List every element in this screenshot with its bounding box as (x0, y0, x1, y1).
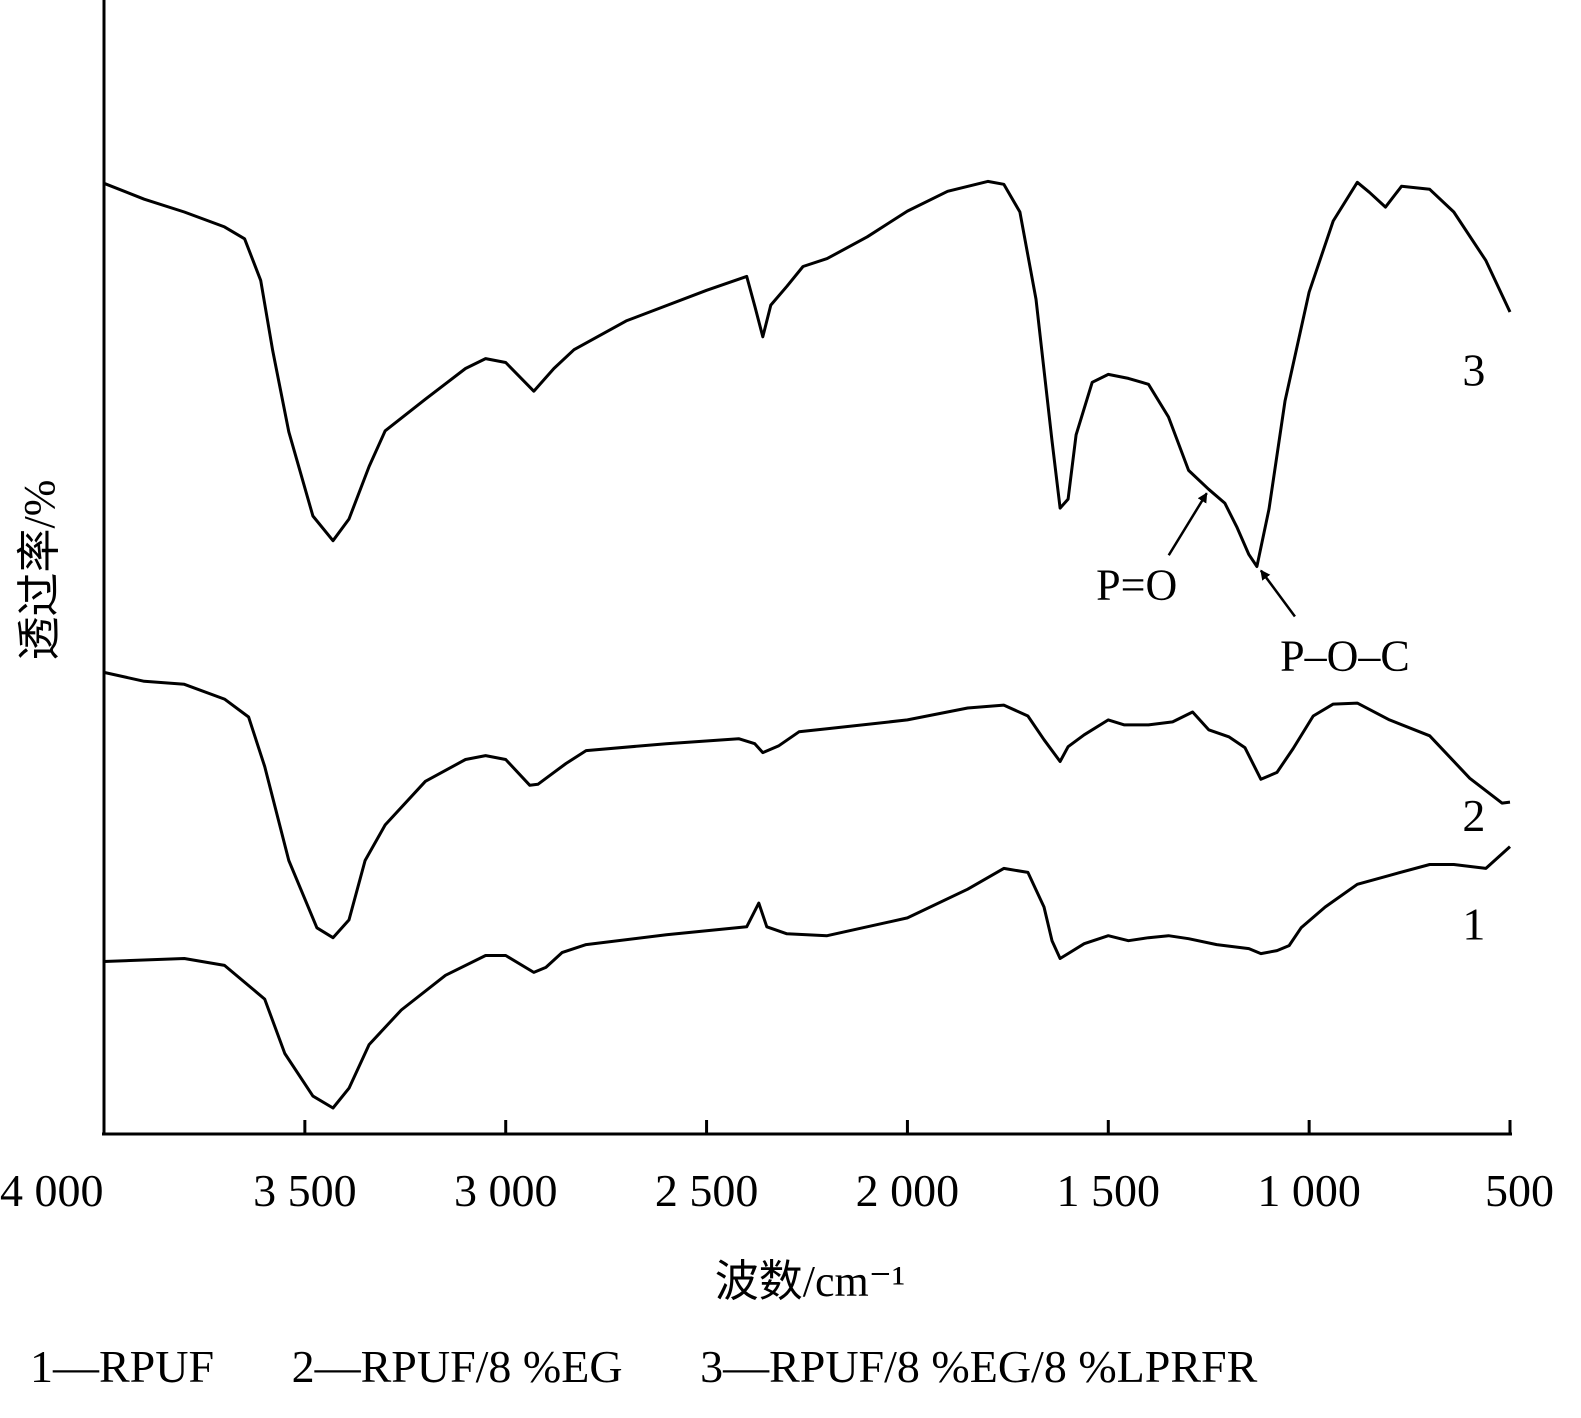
x-tick-label-1000: 1 000 (1257, 1165, 1361, 1216)
legend: 1—RPUF 2—RPUF/8 %EG 3—RPUF/8 %EG/8 %LPRF… (30, 1340, 1581, 1393)
x-tick-label-3000: 3 000 (454, 1165, 558, 1216)
series-line-2 (103, 670, 1511, 940)
legend-item-2: 2—RPUF/8 %EG (291, 1341, 623, 1392)
y-axis-title: 透过率/% (15, 480, 64, 661)
series-line-1 (103, 845, 1512, 1110)
series-tag-1: 1 (1462, 899, 1485, 950)
x-tick-label-2000: 2 000 (856, 1165, 960, 1216)
arrow-p-o-c (1259, 569, 1296, 618)
x-axis-tick-labels: 4 000 3 500 3 000 2 500 2 000 1 500 1 000 500 (0, 1165, 1554, 1216)
annotation-p-o: P=O (1096, 560, 1177, 609)
x-axis-ticks (102, 1120, 1512, 1134)
x-tick-label-3500: 3 500 (253, 1165, 357, 1216)
x-tick-label-1500: 1 500 (1057, 1165, 1161, 1216)
spectra (103, 179, 1512, 1110)
series-tags: 3 2 1 (1462, 344, 1485, 949)
series-line-3 (103, 179, 1512, 568)
series-tag-3: 3 (1462, 344, 1485, 395)
annotation-p-o-c: P–O–C (1280, 631, 1410, 680)
series-tag-2: 2 (1462, 790, 1485, 841)
x-tick-label-4000: 4 000 (0, 1165, 104, 1216)
x-tick-label-2500: 2 500 (655, 1165, 759, 1216)
peak-annotations: P=O P–O–C (1096, 492, 1410, 680)
arrow-p-o (1167, 492, 1208, 556)
legend-item-1: 1—RPUF (30, 1341, 215, 1392)
x-axis-title: 波数/cm⁻¹ (715, 1257, 905, 1306)
legend-item-3: 3—RPUF/8 %EG/8 %LPRFR (700, 1341, 1258, 1392)
x-tick-label-500: 500 (1485, 1165, 1554, 1216)
